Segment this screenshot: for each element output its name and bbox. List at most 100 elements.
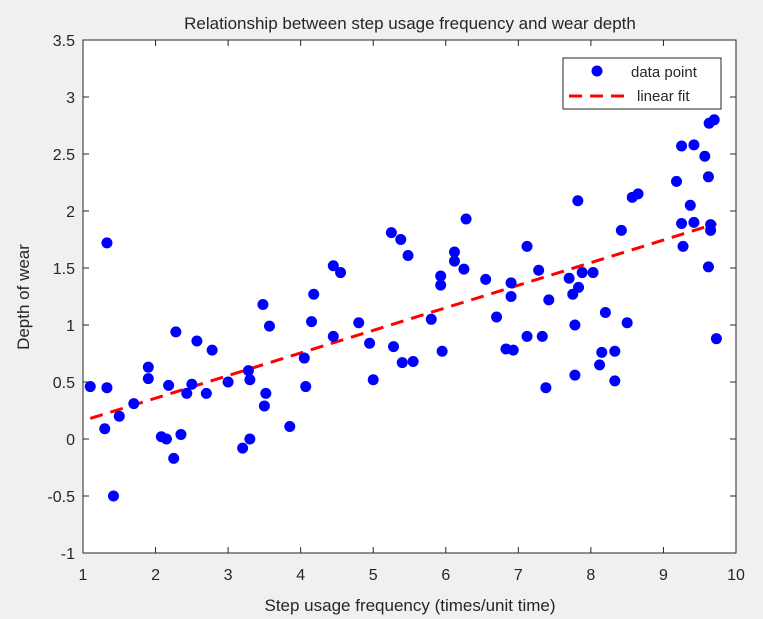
data-point [425, 313, 437, 325]
data-point [671, 175, 683, 187]
data-point [521, 330, 533, 342]
data-point [587, 267, 599, 279]
data-point [242, 365, 254, 377]
data-point [206, 344, 218, 356]
data-point [699, 150, 711, 162]
data-point [298, 352, 310, 364]
plot-background [83, 40, 736, 553]
data-point [113, 410, 125, 422]
data-point [540, 382, 552, 394]
data-point [594, 359, 606, 371]
data-point [676, 218, 688, 230]
data-point [573, 281, 585, 293]
data-point [536, 330, 548, 342]
data-point [186, 378, 198, 390]
chart-title: Relationship between step usage frequenc… [184, 14, 636, 33]
data-point [448, 246, 460, 258]
y-tick-label: 2.5 [53, 147, 75, 164]
data-point [708, 114, 720, 126]
data-point [688, 216, 700, 228]
x-tick-label: 9 [659, 567, 668, 584]
legend-marker-data-point [591, 65, 603, 77]
data-point [367, 374, 379, 386]
data-point [621, 317, 633, 329]
data-point [99, 423, 111, 435]
x-tick-label: 2 [151, 567, 160, 584]
data-point [507, 344, 519, 356]
data-point [396, 357, 408, 369]
data-point [222, 376, 234, 388]
data-point [244, 374, 256, 386]
x-tick-label: 1 [79, 567, 88, 584]
data-point [572, 195, 584, 207]
data-point [163, 379, 175, 391]
data-point [142, 373, 154, 385]
tick-labels: 1 2 3 4 5 6 7 8 9 10 -1 -0.5 0 0.5 1 1.5 2 2.5 3 3.5 [47, 33, 745, 584]
x-tick-label: 4 [296, 567, 305, 584]
data-point [402, 249, 414, 261]
data-point [84, 381, 96, 393]
data-point [101, 382, 113, 394]
data-point [460, 213, 472, 225]
data-point [260, 387, 272, 399]
data-point [388, 341, 400, 353]
data-point [385, 227, 397, 239]
data-point [702, 171, 714, 183]
x-tick-label: 6 [441, 567, 450, 584]
data-point [191, 335, 203, 347]
data-point [175, 428, 187, 440]
data-point [563, 272, 575, 284]
legend: data point linear fit [562, 57, 722, 110]
data-point [676, 140, 688, 152]
data-point [436, 345, 448, 357]
data-point [684, 199, 696, 211]
data-point [306, 316, 318, 328]
data-point [170, 326, 182, 338]
data-point [569, 369, 581, 381]
y-tick-label: 3.5 [53, 33, 75, 50]
y-tick-label: 2 [66, 204, 75, 221]
data-point [101, 237, 113, 249]
data-point [480, 273, 492, 285]
x-tick-label: 5 [369, 567, 378, 584]
y-tick-label: 1.5 [53, 261, 75, 278]
legend-label-linear-fit: linear fit [637, 88, 690, 105]
data-point [160, 433, 172, 445]
data-point [237, 442, 249, 454]
data-point [327, 260, 339, 272]
data-point [263, 320, 275, 332]
data-point [142, 361, 154, 373]
x-tick-label: 3 [224, 567, 233, 584]
data-point [435, 270, 447, 282]
data-point [505, 291, 517, 302]
y-tick-label: -0.5 [47, 489, 75, 506]
data-points-layer [84, 114, 722, 502]
data-point [308, 288, 320, 300]
data-point [533, 264, 545, 276]
data-point [335, 267, 347, 279]
data-point [688, 139, 700, 151]
y-tick-label: 0.5 [53, 375, 75, 392]
data-point [168, 452, 180, 464]
x-tick-label: 7 [514, 567, 523, 584]
legend-label-data-point: data point [631, 64, 698, 81]
data-point [244, 433, 256, 445]
data-point [632, 188, 644, 200]
y-tick-label: 0 [66, 432, 75, 449]
data-point [505, 277, 517, 289]
data-point [107, 490, 119, 502]
data-point [435, 279, 447, 291]
data-point [596, 346, 608, 358]
data-point [258, 400, 270, 412]
y-tick-label: 3 [66, 90, 75, 107]
plot-area [83, 40, 736, 553]
data-point [521, 240, 533, 252]
data-point [128, 398, 140, 410]
x-axis-label: Step usage frequency (times/unit time) [264, 596, 555, 615]
data-point [364, 337, 376, 349]
data-point [407, 355, 419, 367]
data-point [609, 345, 621, 357]
data-point [353, 317, 365, 329]
data-point [200, 387, 212, 399]
